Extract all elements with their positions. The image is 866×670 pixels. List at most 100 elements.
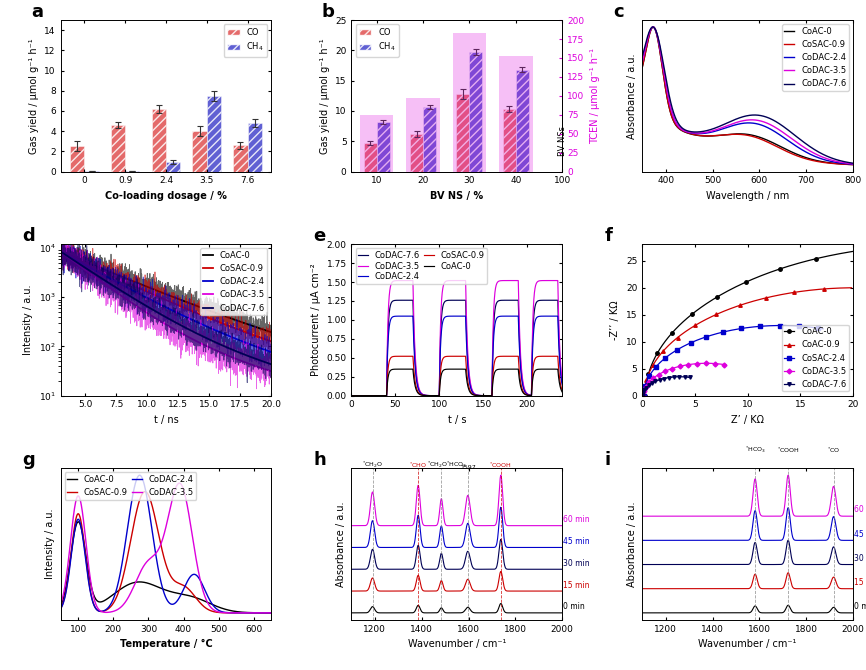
CoSAC-2.4 (647, 368, 657, 376)
CoDAC-3.5 (385, 287, 395, 295)
Text: 15 min: 15 min (854, 578, 866, 587)
CoDAC-3.5 (66, 256, 76, 264)
CoAC-0 (427, 391, 437, 399)
CoSAC-0.9 (139, 488, 150, 496)
Text: $^{*}$CHO: $^{*}$CHO (409, 461, 427, 470)
CoAC-0 (73, 518, 83, 526)
Text: 45 min: 45 min (854, 529, 866, 539)
X-axis label: BV NS / %: BV NS / % (430, 191, 483, 201)
CoSAC-0.9 (637, 63, 648, 71)
X-axis label: t / ns: t / ns (153, 415, 178, 425)
CoDAC-3.5 (483, 392, 494, 400)
Legend: CoAC-0, CoAC-0.9, CoSAC-2.4, CoDAC-3.5, CoDAC-7.6: CoAC-0, CoAC-0.9, CoSAC-2.4, CoDAC-3.5, … (782, 325, 849, 391)
CoDAC-3.5 (715, 360, 726, 368)
CoAC-0 (733, 130, 743, 138)
CoDAC-7.6 (648, 23, 658, 31)
Y-axis label: Photocurrent / μA cm⁻²: Photocurrent / μA cm⁻² (311, 263, 321, 377)
CoDAC-2.4 (220, 608, 230, 616)
CoDAC-7.6 (640, 385, 650, 393)
CoDAC-7.6 (637, 392, 648, 400)
CoAC-0 (692, 131, 702, 139)
CoSAC-0.9 (266, 609, 276, 617)
CoDAC-7.6 (222, 343, 232, 351)
CoDAC-3.5 (266, 609, 276, 617)
CoAC-0 (55, 602, 66, 610)
Text: a: a (31, 3, 43, 21)
CoAC-0 (675, 125, 685, 133)
CoDAC-2.4 (148, 537, 158, 545)
Text: g: g (23, 452, 36, 469)
Bar (70, 146, 85, 172)
CoAC-0 (158, 289, 168, 297)
Text: 15 min: 15 min (564, 580, 590, 590)
CoAC-0.9 (642, 375, 652, 383)
X-axis label: Wavelength / nm: Wavelength / nm (706, 191, 789, 201)
CoSAC-0.9 (148, 508, 158, 516)
CoSAC-0.9 (427, 391, 437, 399)
CoDAC-7.6 (643, 383, 653, 391)
CoAC-0 (200, 598, 210, 606)
Text: $^{*}$COOH: $^{*}$COOH (777, 446, 799, 455)
CoDAC-7.6 (483, 392, 494, 400)
CoAC-0 (473, 391, 483, 399)
CoAC-0.9 (746, 298, 756, 306)
Bar (233, 145, 248, 172)
CoAC-0 (637, 64, 648, 72)
Text: $^{*}$CH$_2$O$^{*}$HCO$_3$: $^{*}$CH$_2$O$^{*}$HCO$_3$ (427, 460, 468, 470)
Text: 0 min: 0 min (564, 602, 585, 611)
CoDAC-3.5 (637, 58, 648, 66)
CoDAC-3.5 (473, 391, 483, 399)
Text: 30 min: 30 min (854, 554, 866, 563)
Bar (360, 115, 393, 172)
CoAC-0 (520, 390, 530, 398)
CoSAC-0.9 (557, 387, 567, 395)
CoDAC-2.4 (473, 391, 483, 399)
CoDAC-7.6 (266, 360, 276, 369)
CoDAC-3.5 (200, 594, 210, 602)
CoAC-0 (66, 252, 76, 260)
CoDAC-2.4 (427, 391, 437, 399)
CoDAC-3.5 (638, 392, 649, 400)
CoDAC-2.4 (260, 346, 270, 354)
Line: CoSAC-2.4: CoSAC-2.4 (642, 324, 825, 397)
CoDAC-7.6 (152, 308, 163, 316)
CoSAC-0.9 (408, 352, 418, 360)
Legend: CoAC-0, CoSAC-0.9, CoDAC-2.4, CoDAC-3.5: CoAC-0, CoSAC-0.9, CoDAC-2.4, CoDAC-3.5 (65, 472, 197, 500)
CoAC-0 (266, 328, 276, 336)
CoAC-0 (152, 287, 163, 295)
Bar (410, 134, 423, 172)
CoSAC-0.9 (796, 153, 806, 161)
CoAC-0 (754, 273, 765, 281)
Line: CoSAC-0.9: CoSAC-0.9 (61, 251, 271, 342)
Text: $^{*}$COOH: $^{*}$COOH (489, 461, 512, 470)
Text: 60 min: 60 min (854, 505, 866, 515)
CoDAC-2.4 (848, 160, 858, 168)
CoDAC-2.4 (141, 488, 152, 496)
CoDAC-7.6 (346, 392, 357, 400)
Y-axis label: Absorbance / a.u.: Absorbance / a.u. (627, 501, 637, 587)
CoSAC-0.9 (55, 247, 66, 255)
CoDAC-7.6 (260, 358, 270, 366)
X-axis label: Wavenumber / cm⁻¹: Wavenumber / cm⁻¹ (699, 639, 797, 649)
CoDAC-3.5 (77, 507, 87, 515)
CoSAC-0.9 (55, 604, 66, 612)
CoDAC-7.6 (848, 159, 858, 168)
CoDAC-3.5 (779, 129, 789, 137)
CoDAC-2.4 (266, 348, 276, 356)
CoDAC-3.5 (55, 600, 66, 608)
CoAC-0 (408, 365, 418, 373)
Bar (248, 123, 262, 172)
CoDAC-2.4 (55, 247, 66, 255)
CoDAC-2.4 (77, 529, 87, 537)
CoDAC-7.6 (55, 247, 66, 255)
CoDAC-2.4 (692, 129, 702, 137)
CoAC-0 (557, 388, 567, 396)
X-axis label: Z’ / KΩ: Z’ / KΩ (731, 415, 764, 425)
Bar (166, 162, 180, 172)
CoDAC-7.6 (385, 305, 395, 313)
CoSAC-0.9 (260, 335, 270, 343)
X-axis label: Co-loading dosage / %: Co-loading dosage / % (105, 191, 227, 201)
CoDAC-7.6 (260, 358, 270, 366)
CoDAC-3.5 (733, 118, 743, 126)
Line: CoSAC-0.9: CoSAC-0.9 (61, 492, 271, 613)
